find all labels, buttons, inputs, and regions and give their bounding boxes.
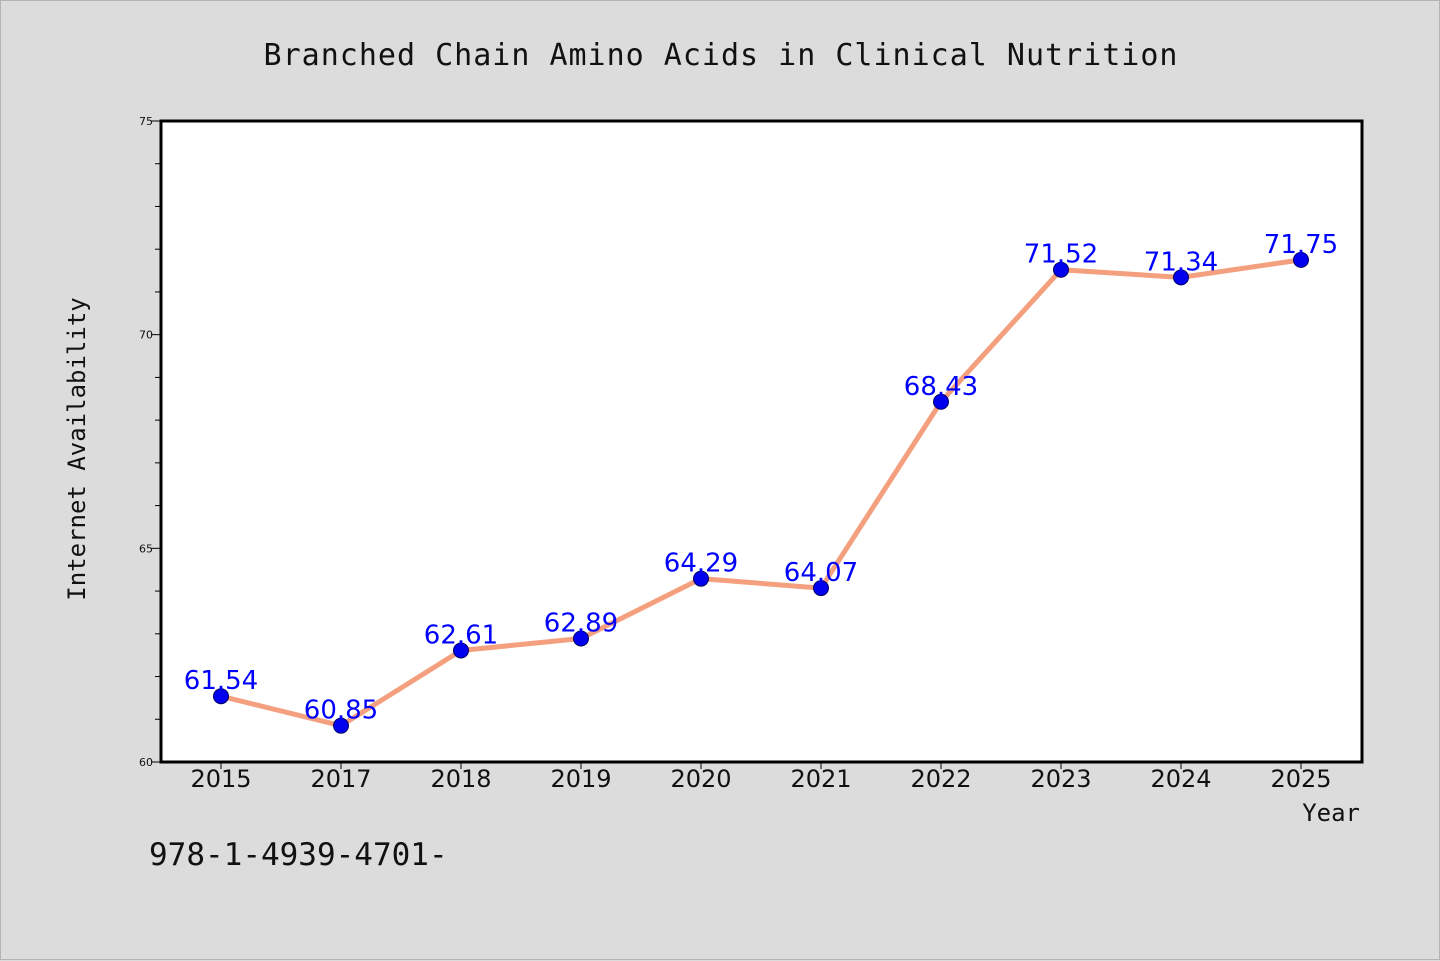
- y-axis-label: Internet Availability: [63, 297, 91, 600]
- y-tick-label: 75: [139, 115, 153, 128]
- data-point: [933, 393, 949, 410]
- data-point: [333, 717, 349, 734]
- x-axis-ticks: 2015 2017 2018 2019 2020 2021 2022 2023 2024 2025: [190, 762, 1332, 793]
- x-tick-label: 2017: [310, 765, 371, 793]
- x-tick-label: 2020: [670, 765, 731, 793]
- x-tick-label: 2024: [1150, 765, 1211, 793]
- x-tick-label: 2022: [910, 765, 971, 793]
- x-tick-label: 2021: [790, 765, 851, 793]
- x-tick-label: 2023: [1030, 765, 1091, 793]
- data-point: [1173, 269, 1189, 286]
- data-label: 71.34: [1144, 247, 1218, 277]
- plot-area: [159, 119, 1364, 764]
- data-label: 62.61: [424, 620, 498, 650]
- footer-code: 978-1-4939-4701-: [149, 837, 448, 873]
- data-point: [1053, 261, 1069, 278]
- data-label: 64.29: [664, 549, 738, 579]
- data-label: 61.54: [184, 666, 258, 696]
- x-tick-label: 2015: [190, 765, 251, 793]
- x-tick-label: 2018: [430, 765, 491, 793]
- data-point: [213, 688, 229, 705]
- data-point: [813, 580, 829, 597]
- y-tick-label: 70: [139, 329, 153, 342]
- data-point: [1293, 251, 1309, 268]
- data-label: 62.89: [544, 609, 618, 639]
- data-point: [453, 642, 469, 659]
- data-label: 60.85: [304, 696, 378, 726]
- data-point: [693, 570, 709, 587]
- y-tick-label: 65: [139, 542, 153, 555]
- data-label: 68.43: [904, 372, 978, 402]
- data-label: 71.75: [1264, 230, 1338, 260]
- data-point: [573, 630, 589, 647]
- data-label: 64.07: [784, 558, 858, 588]
- x-axis-label: Year: [1302, 799, 1360, 827]
- y-tick-label: 60: [139, 756, 153, 769]
- chart-title: Branched Chain Amino Acids in Clinical N…: [264, 38, 1179, 73]
- y-axis-ticks: 60 65 70 75: [139, 115, 161, 769]
- data-label: 71.52: [1024, 240, 1098, 270]
- series-markers: [213, 251, 1309, 734]
- x-tick-label: 2025: [1270, 765, 1331, 793]
- series-line: [218, 257, 1304, 729]
- x-tick-label: 2019: [550, 765, 611, 793]
- series-line-group: [218, 257, 1304, 729]
- data-labels: 61.54 60.85 62.61 62.89 64.29 64.07 68.43 71.52…: [184, 230, 1338, 726]
